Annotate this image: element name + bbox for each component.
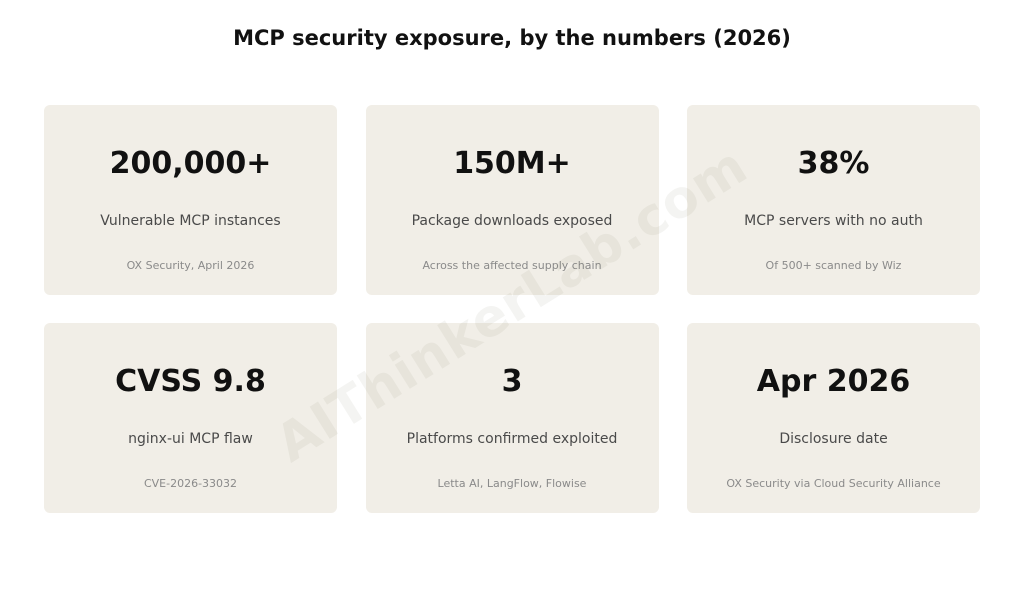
stat-card-vulnerable-instances: 200,000+ Vulnerable MCP instances OX Sec… <box>44 105 337 295</box>
page-title: MCP security exposure, by the numbers (2… <box>233 26 791 50</box>
stat-label: MCP servers with no auth <box>744 213 923 229</box>
stat-value: 200,000+ <box>109 146 272 181</box>
stat-label: Vulnerable MCP instances <box>100 213 281 229</box>
stat-card-cvss: CVSS 9.8 nginx-ui MCP flaw CVE-2026-3303… <box>44 323 337 513</box>
stat-value: Apr 2026 <box>756 364 911 399</box>
stat-source: Of 500+ scanned by Wiz <box>765 259 902 272</box>
stat-source: Across the affected supply chain <box>422 259 602 272</box>
stat-source: CVE-2026-33032 <box>143 477 238 490</box>
stat-card-platforms-exploited: 3 Platforms confirmed exploited Letta AI… <box>365 323 659 513</box>
stat-card-package-downloads: 150M+ Package downloads exposed Across t… <box>365 105 659 295</box>
stat-value: CVSS 9.8 <box>115 364 266 399</box>
stat-label: nginx-ui MCP flaw <box>128 431 253 447</box>
stat-value: 150M+ <box>453 146 571 181</box>
stat-label: Disclosure date <box>779 431 888 447</box>
stat-card-disclosure-date: Apr 2026 Disclosure date OX Security via… <box>687 323 980 513</box>
stat-source: OX Security via Cloud Security Alliance <box>726 477 941 490</box>
stat-source: Letta AI, LangFlow, Flowise <box>437 477 587 490</box>
stat-value: 38% <box>797 146 870 181</box>
stat-value: 3 <box>501 364 523 399</box>
stats-grid: 200,000+ Vulnerable MCP instances OX Sec… <box>44 105 980 513</box>
stat-source: OX Security, April 2026 <box>126 259 255 272</box>
stat-card-no-auth: 38% MCP servers with no auth Of 500+ sca… <box>687 105 980 295</box>
stat-label: Package downloads exposed <box>411 213 613 229</box>
stat-label: Platforms confirmed exploited <box>406 431 618 447</box>
